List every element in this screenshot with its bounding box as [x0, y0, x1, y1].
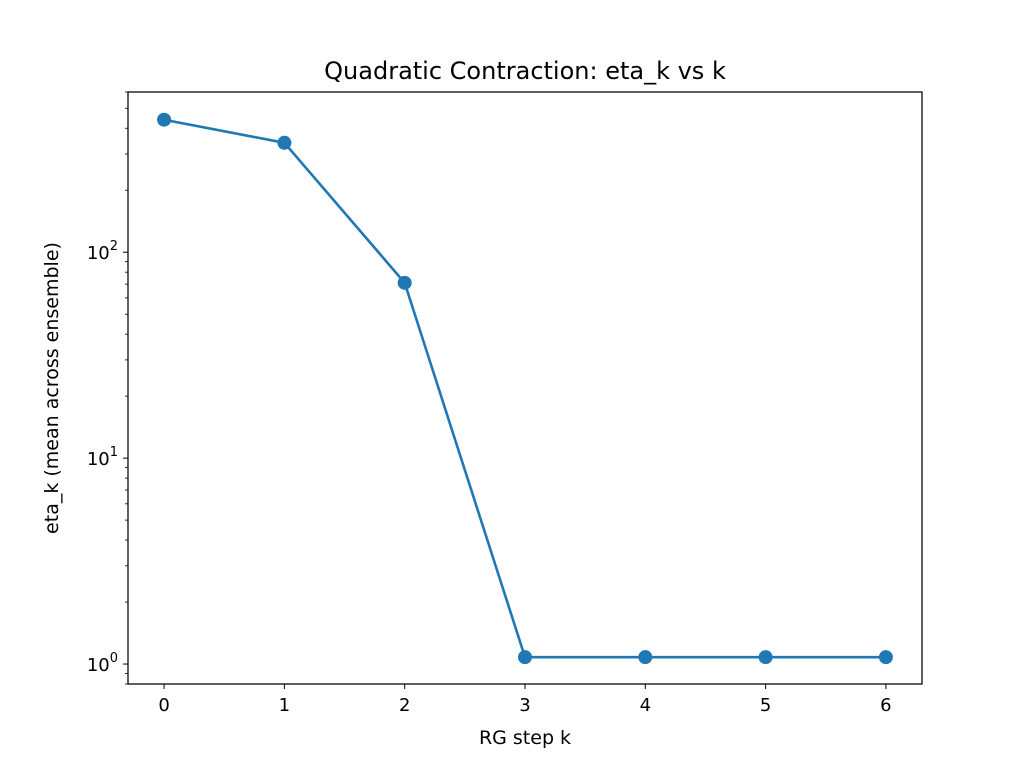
y-tick-label: 100 — [87, 651, 118, 676]
y-axis-label: eta_k (mean across ensemble) — [41, 242, 63, 534]
x-axis-label: RG step k — [479, 727, 571, 749]
x-tick-label: 5 — [760, 695, 771, 716]
x-tick-label: 3 — [519, 695, 530, 716]
x-tick-label: 6 — [880, 695, 891, 716]
y-tick-label: 102 — [87, 239, 118, 264]
y-axis: 100 101 102 — [87, 91, 128, 685]
data-point — [277, 135, 292, 150]
data-point — [638, 650, 653, 665]
x-tick-label: 2 — [399, 695, 410, 716]
x-axis: 0 1 2 3 4 5 6 — [158, 684, 892, 716]
data-point — [758, 650, 773, 665]
data-point — [878, 650, 893, 665]
data-point — [397, 275, 412, 290]
x-tick-label: 4 — [640, 695, 651, 716]
plot-area — [157, 112, 893, 665]
x-tick-label: 0 — [158, 695, 169, 716]
chart-title: Quadratic Contraction: eta_k vs k — [324, 57, 726, 85]
data-point — [157, 112, 172, 127]
data-point — [518, 650, 532, 665]
y-tick-label: 101 — [87, 445, 118, 470]
x-tick-label: 1 — [279, 695, 290, 716]
